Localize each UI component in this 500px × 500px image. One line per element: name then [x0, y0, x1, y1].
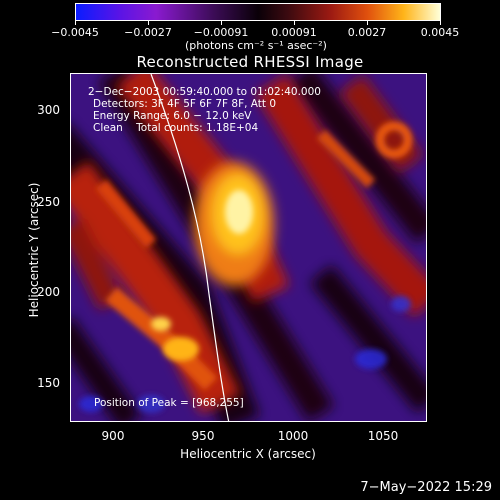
detectors-text: Detectors: 3F 4F 5F 6F 7F 8F, Att 0 — [93, 98, 277, 110]
x-tick-label: 1050 — [367, 429, 399, 443]
solar-limb-line — [150, 74, 230, 421]
peak-position-text: Position of Peak = [968,255] — [94, 397, 244, 409]
colorbar-tick-label: −0.0027 — [124, 26, 172, 39]
x-tick-label: 900 — [101, 429, 125, 443]
x-axis-label: Heliocentric X (arcsec) — [180, 447, 316, 461]
rhessi-image — [70, 73, 427, 422]
colorbar-tick-label: 0.0027 — [347, 26, 387, 39]
y-tick-label: 300 — [37, 103, 60, 117]
y-tick-label: 250 — [37, 195, 60, 209]
clean-counts-text: Clean Total counts: 1.18E+04 — [93, 122, 259, 134]
colorbar-tick-mark — [148, 21, 149, 25]
x-tick-label: 950 — [191, 429, 215, 443]
plot-title: Reconstructed RHESSI Image — [136, 53, 364, 71]
colorbar-tick-label: −0.00091 — [193, 26, 249, 39]
colorbar-tick-mark — [294, 21, 295, 25]
colorbar-tick-label: 0.0045 — [420, 26, 460, 39]
colorbar-tick-mark — [75, 21, 76, 25]
colorbar-tick-label: 0.00091 — [271, 26, 317, 39]
colorbar — [75, 3, 441, 21]
energy-range-text: Energy Range: 6.0 − 12.0 keV — [93, 110, 252, 122]
flare-emission-map — [71, 74, 426, 421]
y-tick-label: 150 — [37, 376, 60, 390]
colorbar-unit-label: (photons cm⁻² s⁻¹ asec⁻²) — [185, 39, 327, 52]
colorbar-tick-mark — [440, 21, 441, 25]
colorbar-tick-label: −0.0045 — [51, 26, 99, 39]
y-axis-label: Heliocentric Y (arcsec) — [27, 182, 41, 318]
colorbar-tick-mark — [221, 21, 222, 25]
timestamp: 7−May−2022 15:29 — [360, 480, 492, 495]
x-tick-label: 1000 — [277, 429, 309, 443]
colorbar-tick-mark — [367, 21, 368, 25]
time-range-text: 2−Dec−2003 00:59:40.000 to 01:02:40.000 — [88, 86, 321, 98]
y-tick-label: 200 — [37, 285, 60, 299]
